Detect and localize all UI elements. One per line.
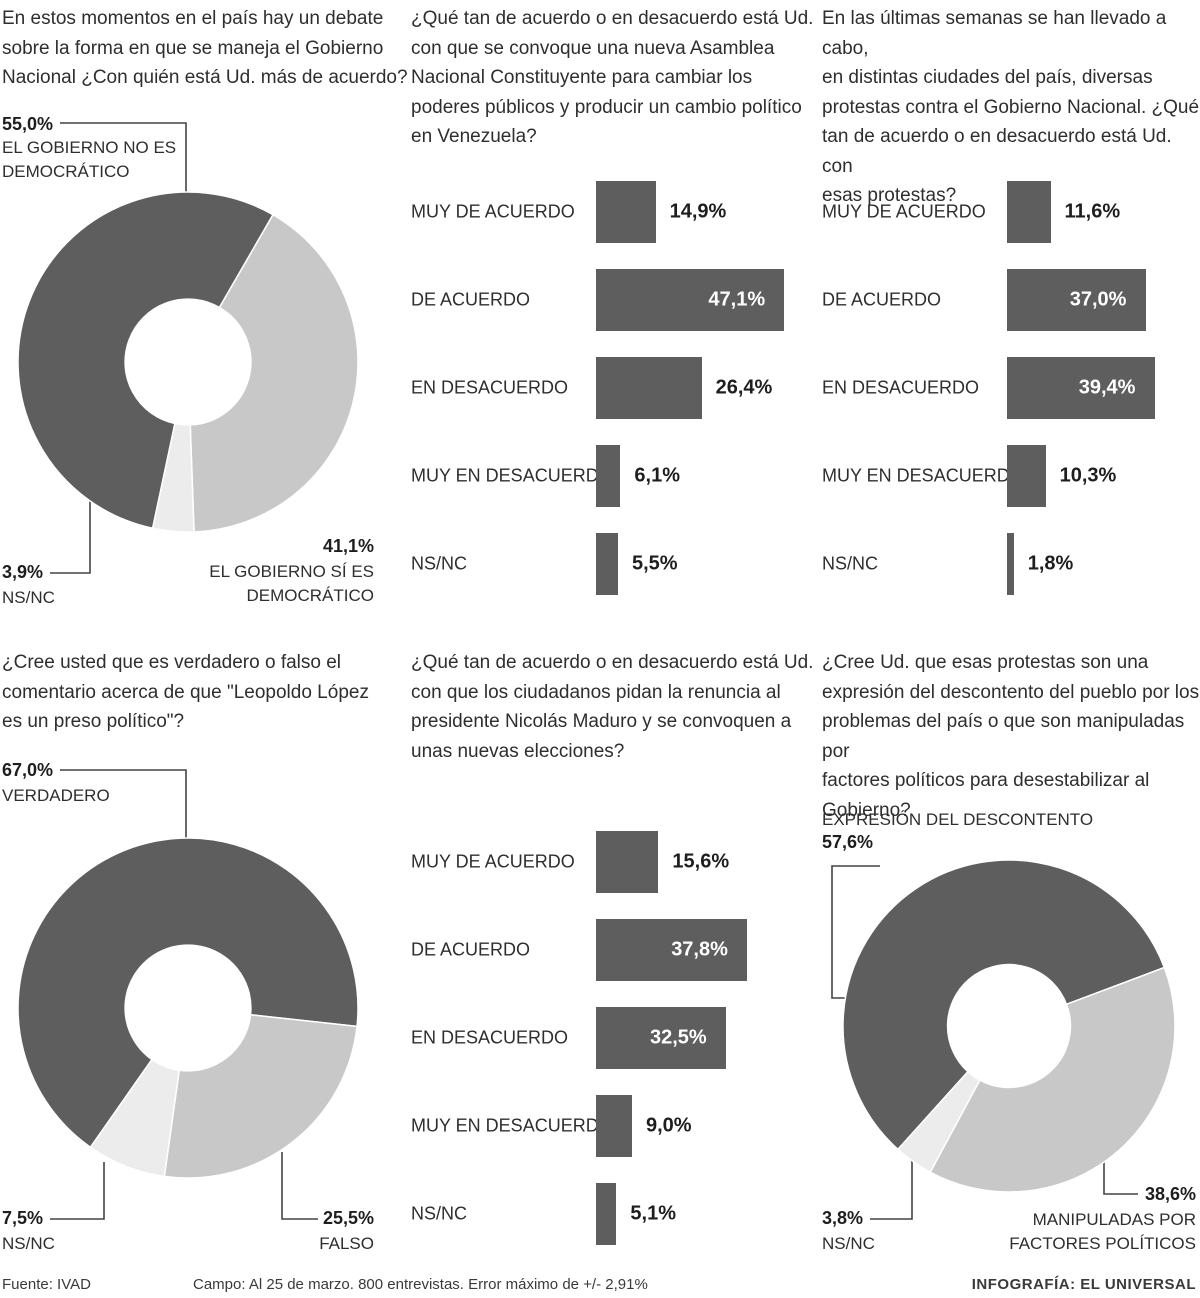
bars5-value-1: 37,8%: [671, 938, 728, 961]
pie6-slice-0-label: EXPRESIÓN DEL DESCONTENTO: [822, 810, 1094, 829]
pie4-slice-1-value: 25,5%: [322, 1208, 374, 1228]
bars2-value-1: 47,1%: [708, 288, 766, 311]
pie4-slice-2: [89, 1058, 181, 1178]
question-6: ¿Cree Ud. que esas protestas son una exp…: [822, 652, 1200, 821]
pie4-slice-0: [17, 837, 359, 1149]
bars3-bar-2: [1007, 357, 1155, 419]
bars5-category-2: EN DESACUERDO: [411, 1027, 569, 1048]
bars3-value-3: 10,3%: [1059, 464, 1117, 487]
bars2-category-3: MUY EN DESACUERDO: [411, 465, 613, 486]
pie6-slice-1: [929, 966, 1176, 1193]
bars5-bar-1: [596, 919, 748, 981]
bars3-value-2: 39,4%: [1078, 376, 1136, 399]
bars2-bar-0: [596, 181, 656, 243]
pie1-slice-2-label: NS/NC: [2, 588, 55, 607]
question-3: En las últimas semanas se han llevado a …: [822, 8, 1200, 206]
bars2-value-4: 5,5%: [632, 552, 678, 575]
pie6-slice-1-value: 38,6%: [1144, 1184, 1196, 1204]
footer-credit: INFOGRAFÍA: EL UNIVERSAL: [971, 1276, 1196, 1293]
pie4-slice-2-value: 7,5%: [2, 1208, 44, 1228]
pie6-slice-0: [842, 859, 1166, 1151]
pie6-slice-0-value: 57,6%: [822, 832, 874, 852]
question-2: ¿Qué tan de acuerdo o en desacuerdo está…: [411, 8, 814, 147]
bars5-bar-2: [596, 1007, 726, 1069]
bars5-bar-3: [596, 1095, 632, 1157]
pie6-slice-1-label: MANIPULADAS POR FACTORES POLÍTICOS: [1009, 1210, 1196, 1253]
bars3-value-1: 37,0%: [1069, 288, 1127, 311]
pie4-slice-1-label: FALSO: [319, 1234, 374, 1253]
bars2-value-3: 6,1%: [634, 464, 680, 487]
bars5-category-0: MUY DE ACUERDO: [411, 851, 575, 872]
bars2-category-4: NS/NC: [411, 553, 468, 574]
pie4-slice-0-label: VERDADERO: [2, 786, 110, 805]
bars5-bar-4: [596, 1183, 617, 1245]
bars3-category-4: NS/NC: [822, 553, 879, 574]
bars5-category-1: DE ACUERDO: [411, 939, 531, 960]
bars5-bar-0: [596, 831, 659, 893]
pie4-slice-1: [163, 1013, 358, 1179]
bars5-value-4: 5,1%: [630, 1202, 676, 1225]
bars3-category-2: EN DESACUERDO: [822, 377, 980, 398]
footer-fieldwork: Campo: Al 25 de marzo. 800 entrevistas. …: [193, 1276, 648, 1293]
pie1-slice-0-value: 55,0%: [2, 114, 54, 134]
donut-chart-6: [842, 859, 1176, 1193]
pie1-slice-0: [17, 191, 275, 530]
bars3-bar-0: [1007, 181, 1051, 243]
pie1-slice-2-value: 3,9%: [2, 562, 44, 582]
bars2-bar-1: [596, 269, 785, 331]
bars5-value-2: 32,5%: [650, 1026, 707, 1049]
bars3-category-3: MUY EN DESACUERDO: [822, 465, 1024, 486]
bars2-value-0: 14,9%: [669, 200, 727, 223]
bars3-category-1: DE ACUERDO: [822, 289, 942, 310]
bars3-bar-3: [1007, 445, 1046, 507]
pie6-slice-2-label: NS/NC: [822, 1234, 875, 1253]
question-5: ¿Qué tan de acuerdo o en desacuerdo está…: [411, 652, 814, 762]
bars2-category-2: EN DESACUERDO: [411, 377, 569, 398]
bars3-value-4: 1,8%: [1027, 552, 1074, 575]
footer-source: Fuente: IVAD: [2, 1276, 91, 1293]
question-4: ¿Cree usted que es verdadero o falso el …: [2, 652, 369, 732]
bars5-value-3: 9,0%: [646, 1114, 692, 1137]
bars2-value-2: 26,4%: [715, 376, 773, 399]
bars2-bar-3: [596, 445, 621, 507]
pie1-slice-1-value: 41,1%: [322, 536, 374, 556]
pie1-slice-0-label: EL GOBIERNO NO ES DEMOCRÁTICO: [2, 138, 177, 181]
bars5-category-4: NS/NC: [411, 1203, 468, 1224]
pie6-slice-2: [896, 1070, 981, 1174]
bars2-category-1: DE ACUERDO: [411, 289, 531, 310]
donut-chart-4: [17, 837, 359, 1179]
donut-chart-1: [17, 191, 359, 533]
pie6-slice-2-value: 3,8%: [822, 1208, 864, 1228]
question-1: En estos momentos en el país hay un deba…: [2, 8, 408, 88]
bars5-value-0: 15,6%: [672, 850, 730, 873]
bars2-bar-2: [596, 357, 702, 419]
bars3-bar-4: [1007, 533, 1014, 595]
bars2-category-0: MUY DE ACUERDO: [411, 201, 575, 222]
bars3-category-0: MUY DE ACUERDO: [822, 201, 986, 222]
pie4-slice-2-label: NS/NC: [2, 1234, 55, 1253]
pie1-slice-1-label: EL GOBIERNO SÍ ES DEMOCRÁTICO: [209, 562, 374, 605]
bars3-value-0: 11,6%: [1064, 200, 1121, 223]
bars3-bar-1: [1007, 269, 1146, 331]
bars2-bar-4: [596, 533, 618, 595]
bars5-category-3: MUY EN DESACUERDO: [411, 1115, 613, 1136]
pie1-slice-1: [189, 213, 359, 533]
pie1-slice-2: [151, 422, 195, 533]
pie4-slice-0-value: 67,0%: [2, 760, 54, 780]
